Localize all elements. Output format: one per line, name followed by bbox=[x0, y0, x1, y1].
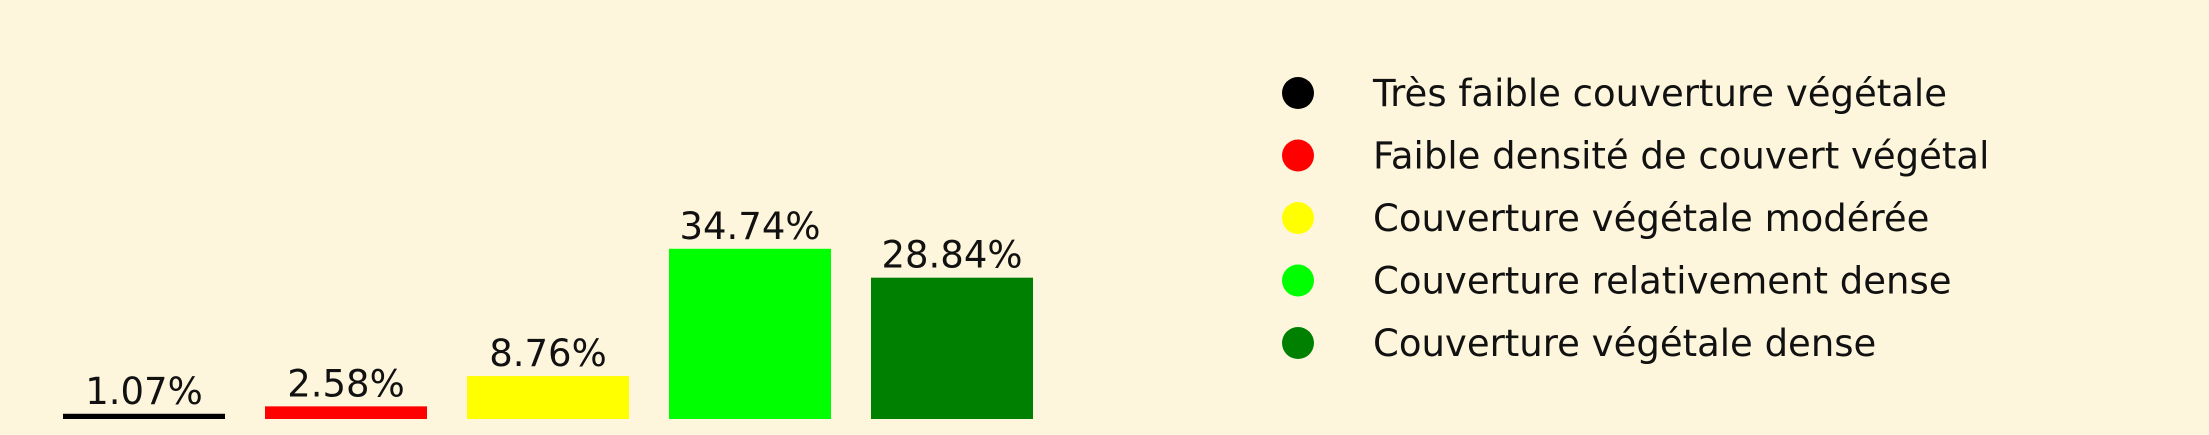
legend-marker-5 bbox=[1282, 327, 1314, 359]
legend-label-5: Couverture végétale dense bbox=[1373, 322, 1876, 365]
legend: Très faible couverture végétale Faible de… bbox=[1282, 72, 1989, 365]
legend-marker-1 bbox=[1282, 77, 1314, 109]
legend-marker-4 bbox=[1282, 264, 1314, 297]
bars-group bbox=[63, 248, 1033, 419]
legend-marker-2 bbox=[1282, 139, 1314, 172]
legend-marker-3 bbox=[1282, 202, 1314, 234]
legend-label-2: Faible densité de couvert végétal bbox=[1373, 135, 1989, 178]
bar-2 bbox=[265, 406, 427, 419]
bar-3 bbox=[467, 376, 629, 419]
bar-value-label-1: 1.07% bbox=[85, 370, 203, 413]
bar-value-label-2: 2.58% bbox=[287, 362, 405, 405]
bar-5 bbox=[871, 277, 1033, 419]
bar-value-label-4: 34.74% bbox=[679, 205, 820, 248]
bar-4 bbox=[669, 248, 831, 419]
bar-labels-group: 1.07% 2.58% 8.76% 34.74% 28.84% bbox=[85, 205, 1022, 413]
legend-label-3: Couverture végétale modérée bbox=[1373, 197, 1929, 240]
bar-value-label-5: 28.84% bbox=[881, 234, 1022, 277]
bar-1 bbox=[63, 413, 225, 419]
bar-value-label-3: 8.76% bbox=[489, 332, 607, 375]
legend-label-4: Couverture relativement dense bbox=[1373, 260, 1952, 303]
legend-label-1: Très faible couverture végétale bbox=[1372, 72, 1947, 115]
